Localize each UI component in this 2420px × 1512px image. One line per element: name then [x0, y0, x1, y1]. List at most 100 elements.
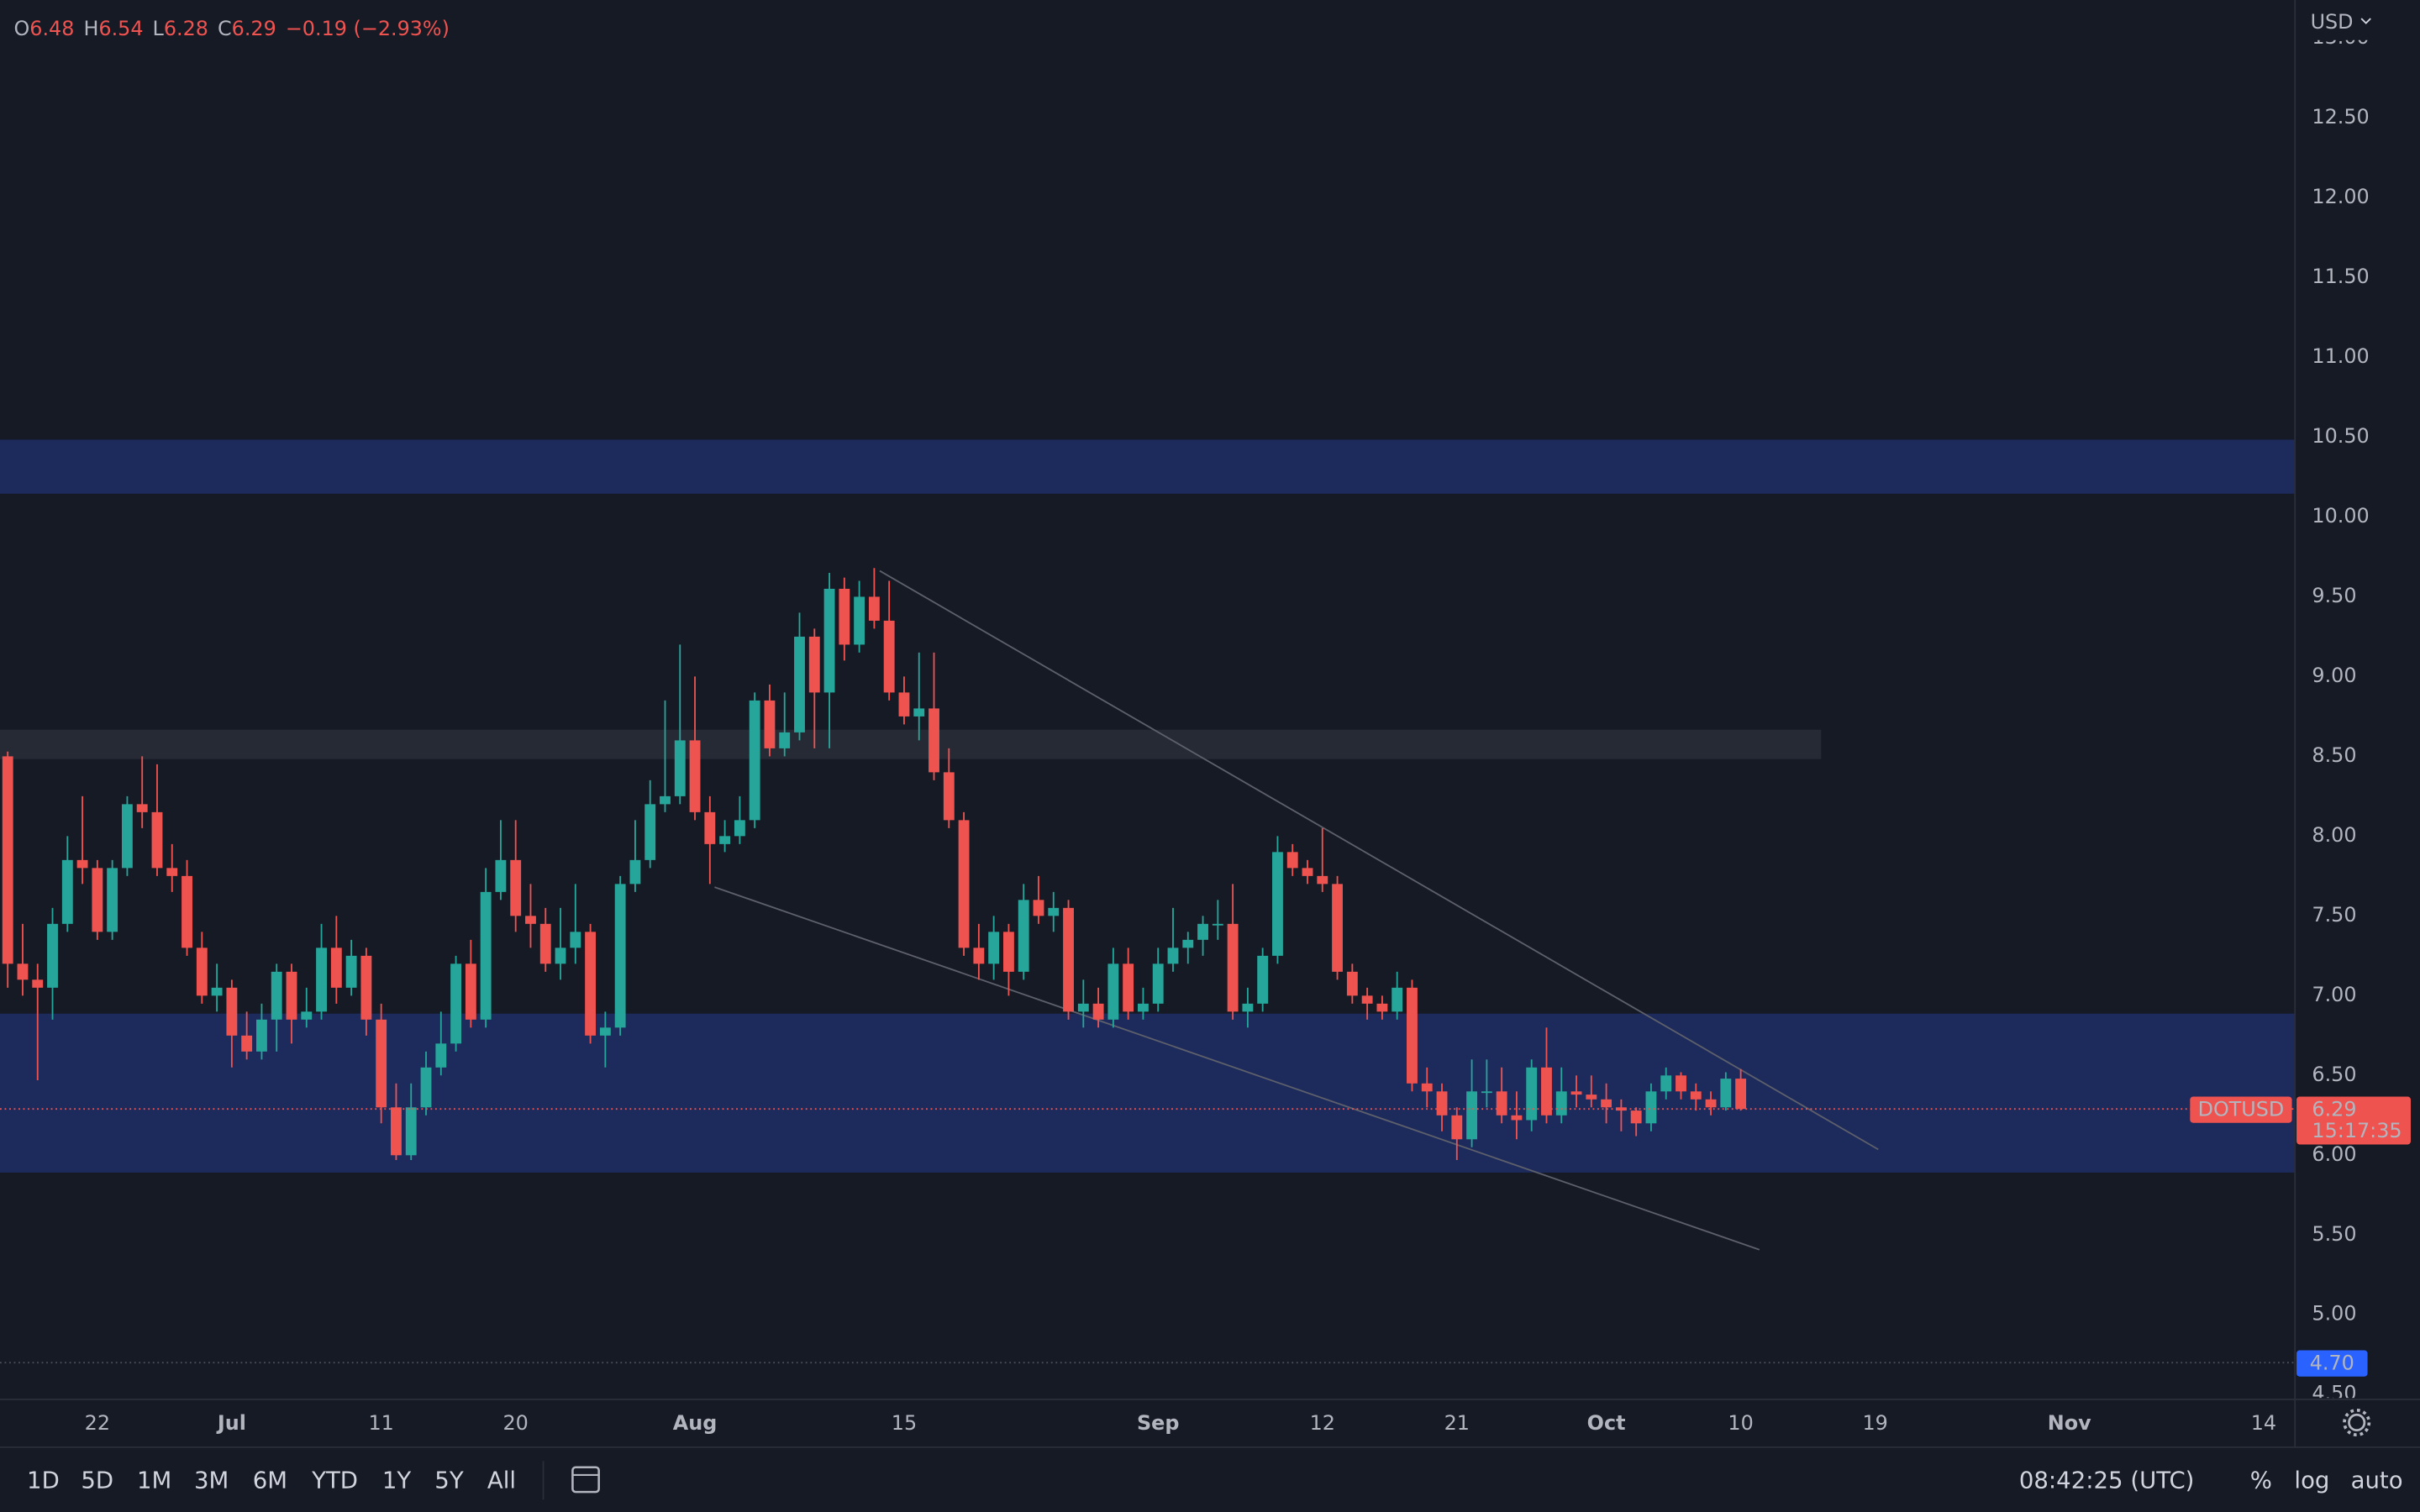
range-button[interactable]: 1Y: [382, 1467, 412, 1494]
candle-body: [391, 1107, 402, 1156]
candle-body: [1436, 1091, 1448, 1116]
candle-body: [226, 987, 238, 1036]
currency-button-bg[interactable]: [2297, 3, 2391, 40]
x-tick-label: Nov: [2048, 1411, 2091, 1435]
candle-body: [734, 820, 745, 837]
symbol-label: DOTUSD: [2198, 1098, 2285, 1121]
y-tick-label: 11.50: [2312, 265, 2369, 288]
y-tick-label: 4.50: [2312, 1382, 2356, 1405]
range-button[interactable]: All: [487, 1467, 516, 1494]
candle-body: [2, 756, 13, 964]
y-tick-label: 8.00: [2312, 823, 2356, 847]
calendar-icon[interactable]: [571, 1466, 600, 1494]
range-button[interactable]: 1M: [137, 1467, 171, 1494]
candle-body: [1481, 1091, 1492, 1094]
candle-body: [839, 588, 850, 645]
candle-body: [1138, 1003, 1149, 1012]
candle-body: [241, 1035, 253, 1052]
candle-body: [779, 732, 791, 748]
time-axis: 22 Jul 11 20 Aug 15 Sep 12 21 Oct 10 19 Nov 14: [85, 1411, 2276, 1435]
candle-body: [854, 596, 865, 645]
candle-body: [1227, 923, 1239, 1012]
ohlc-header: O6.48 H6.54 L6.28 C6.29 −0.19 (−2.93%): [14, 16, 450, 39]
candle-body: [614, 884, 626, 1028]
range-button[interactable]: YTD: [311, 1467, 358, 1494]
candle-body: [1705, 1099, 1717, 1108]
candle-body: [1541, 1067, 1552, 1116]
log-button[interactable]: log: [2294, 1467, 2329, 1494]
y-tick-label: 9.50: [2312, 584, 2356, 607]
y-tick-label: 10.00: [2312, 504, 2369, 528]
x-tick-label: 14: [2251, 1411, 2276, 1435]
candle-body: [585, 932, 597, 1036]
candle-body: [301, 1011, 313, 1020]
candle-body: [1152, 963, 1164, 1004]
candle-body: [898, 692, 910, 717]
candle-body: [1630, 1110, 1642, 1124]
toolbar: 08:42:25 (UTC) % log auto 1D 5D 1M 3M 6M YTD 1…: [27, 1461, 2403, 1500]
candle-body: [570, 932, 581, 948]
candle-body: [1167, 948, 1179, 964]
candle-body: [689, 740, 701, 812]
candle-body: [1676, 1075, 1686, 1092]
x-tick-label: 20: [503, 1411, 529, 1435]
candle-body: [286, 971, 297, 1020]
candle-body: [450, 963, 461, 1044]
candle-body: [330, 948, 342, 988]
candle-body: [1123, 963, 1134, 1012]
x-tick-label: 15: [892, 1411, 917, 1435]
currency-button[interactable]: USD: [2311, 10, 2354, 34]
candle-body: [1302, 868, 1313, 876]
candle-body: [1212, 923, 1223, 926]
range-button[interactable]: 1D: [27, 1467, 60, 1494]
candle-body: [1092, 1003, 1104, 1020]
candle-body: [1376, 1003, 1388, 1012]
x-tick-label: 21: [1444, 1411, 1470, 1435]
candle-body: [1570, 1091, 1582, 1095]
candle-body: [704, 811, 716, 844]
candle-body: [555, 948, 566, 964]
candle-body: [196, 948, 208, 996]
zone: [0, 439, 2296, 494]
candle-body: [1407, 987, 1418, 1084]
candle-body: [1645, 1091, 1657, 1124]
ohlc-value: 6.29: [232, 16, 276, 39]
auto-button[interactable]: auto: [2351, 1467, 2403, 1494]
last-price-bg: [2296, 1096, 2411, 1145]
range-button[interactable]: 5Y: [434, 1467, 464, 1494]
candle-body: [1077, 1003, 1089, 1012]
percent-button[interactable]: %: [2250, 1467, 2272, 1494]
range-button[interactable]: 5D: [81, 1467, 113, 1494]
trendline: [714, 886, 1760, 1251]
candle-body: [1107, 963, 1119, 1020]
candle-body: [1511, 1115, 1523, 1121]
x-tick-label: Jul: [216, 1411, 246, 1435]
candle-body: [495, 859, 507, 892]
range-button[interactable]: 3M: [194, 1467, 229, 1494]
settings-icon[interactable]: [2348, 1413, 2366, 1432]
candle-body: [1002, 932, 1014, 972]
ohlc-label: C: [218, 16, 232, 39]
y-tick-label: 10.50: [2312, 424, 2369, 448]
candle-body: [1451, 1115, 1463, 1140]
candle-body: [256, 1019, 267, 1052]
zone: [0, 729, 1822, 759]
candle-body: [823, 588, 835, 693]
candle-body: [107, 868, 118, 932]
candle-body: [1346, 971, 1358, 996]
candle-body: [345, 955, 357, 988]
candle-body: [435, 1043, 447, 1068]
candle-body: [599, 1027, 611, 1036]
ohlc-value: 6.48: [29, 16, 74, 39]
trendline: [879, 570, 1879, 1151]
candle-body: [360, 955, 372, 1020]
candle-body: [1272, 852, 1283, 956]
range-button[interactable]: 6M: [253, 1467, 287, 1494]
y-tick-label: 9.00: [2312, 664, 2356, 687]
candle-body: [1182, 939, 1194, 948]
ohlc-value: 6.28: [164, 16, 208, 39]
ohlc-label: O: [14, 16, 30, 39]
x-tick-label: Oct: [1587, 1411, 1626, 1435]
y-tick-label: 7.00: [2312, 983, 2356, 1006]
candle-body: [1286, 852, 1298, 869]
